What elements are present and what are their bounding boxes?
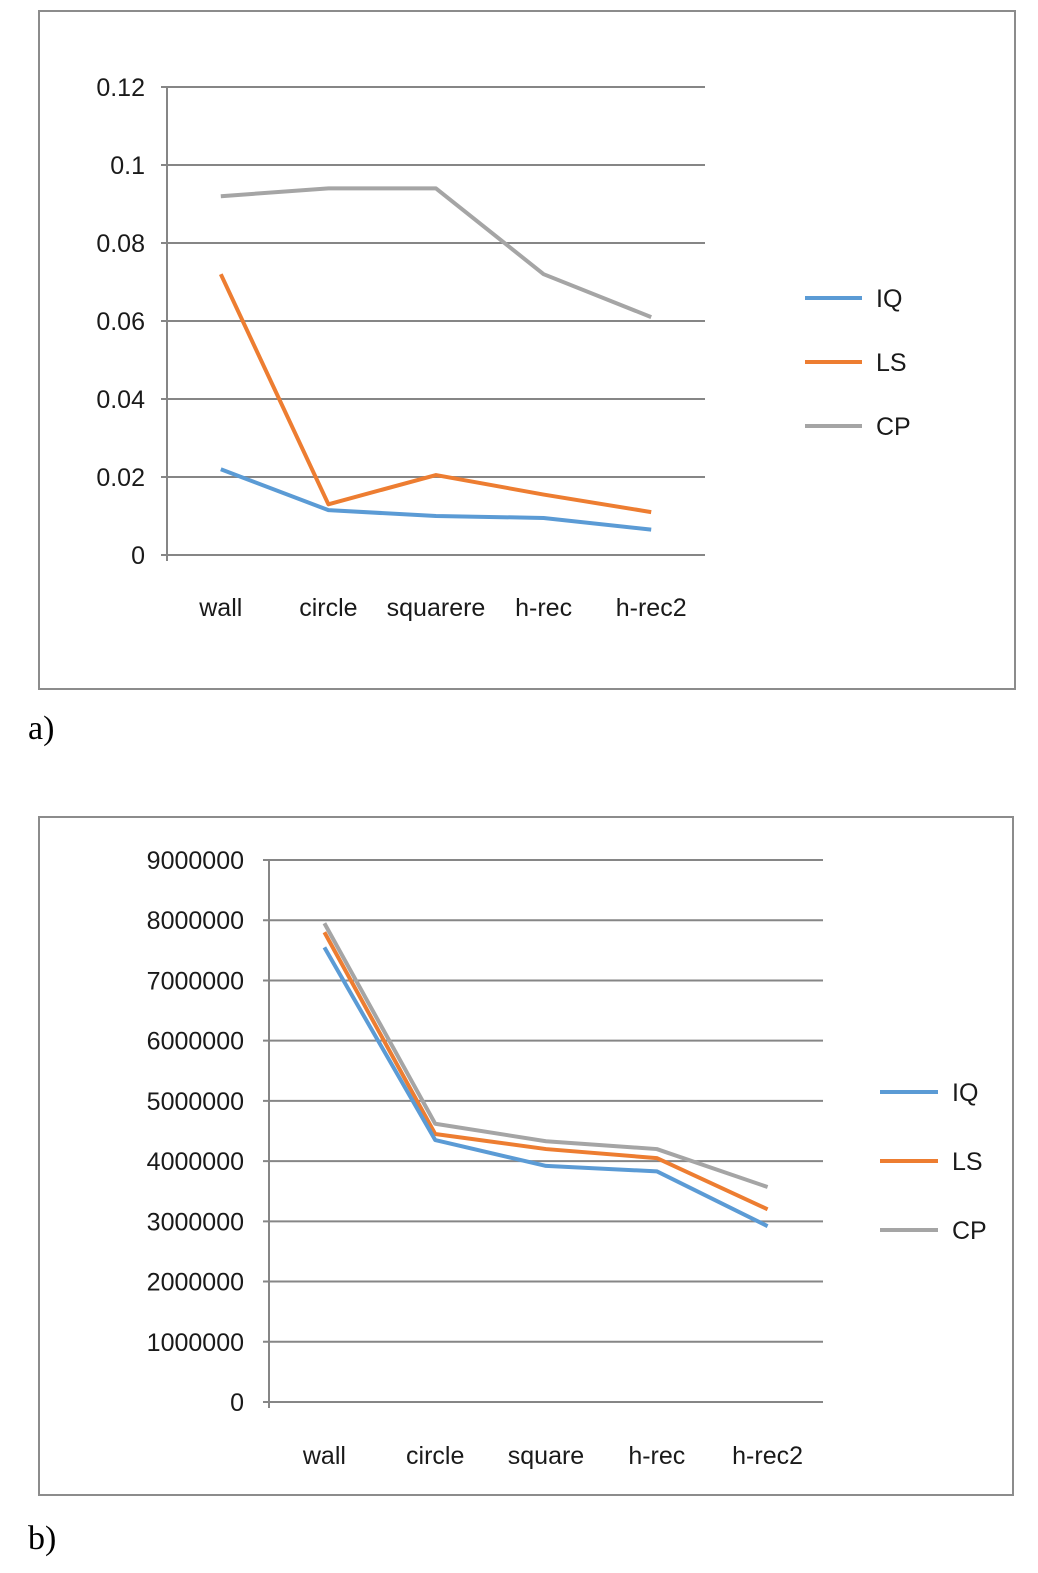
chart-a: 0 0.02 0.04 0.06 0.08 0.1 0.12 wall circle square… bbox=[96, 74, 911, 622]
y-tick-label-a-5: 0.1 bbox=[110, 152, 145, 180]
x-tick-label-b-2: square bbox=[508, 1442, 584, 1470]
y-tick-label-b-5: 5000000 bbox=[147, 1088, 244, 1116]
y-tick-label-b-1: 1000000 bbox=[147, 1329, 244, 1357]
y-tick-label-a-3: 0.06 bbox=[96, 308, 145, 336]
x-tick-label-a-1: circle bbox=[299, 594, 357, 622]
series-line-a-cp bbox=[220, 186, 652, 319]
chart-a-frame: 0 0.02 0.04 0.06 0.08 0.1 0.12 wall circle square… bbox=[38, 10, 1016, 690]
y-tick-label-a-2: 0.04 bbox=[96, 386, 145, 414]
legend-label-b-iq: IQ bbox=[952, 1079, 978, 1107]
panel-label-a: a) bbox=[28, 710, 55, 747]
y-tick-label-b-3: 3000000 bbox=[147, 1208, 244, 1236]
series-line-a-ls bbox=[218, 273, 652, 515]
y-tick-label-a-0: 0 bbox=[131, 542, 145, 570]
series-line-b-iq bbox=[322, 946, 769, 1228]
panel-label-b: b) bbox=[28, 1520, 57, 1557]
y-tick-label-a-1: 0.02 bbox=[96, 464, 145, 492]
y-tick-label-b-2: 2000000 bbox=[147, 1269, 244, 1297]
chart-b-frame: 0 1000000 2000000 3000000 4000000 5000000 6000… bbox=[38, 816, 1014, 1496]
legend-label-a-ls: LS bbox=[876, 349, 907, 377]
x-tick-label-b-4: h-rec2 bbox=[732, 1442, 803, 1470]
series-line-b-cp bbox=[322, 922, 769, 1189]
x-tick-label-b-3: h-rec bbox=[628, 1442, 685, 1470]
series-line-a-iq bbox=[220, 467, 652, 532]
x-tick-label-b-0: wall bbox=[302, 1442, 346, 1470]
series-line-b-ls bbox=[322, 931, 769, 1212]
legend-label-a-iq: IQ bbox=[876, 285, 902, 313]
x-tick-label-a-2: squarere bbox=[387, 594, 486, 622]
y-tick-label-a-4: 0.08 bbox=[96, 230, 145, 258]
legend-label-b-ls: LS bbox=[952, 1148, 983, 1176]
y-tick-label-a-6: 0.12 bbox=[96, 74, 145, 102]
legend-label-a-cp: CP bbox=[876, 413, 911, 441]
legend-label-b-cp: CP bbox=[952, 1217, 987, 1245]
x-tick-label-a-0: wall bbox=[198, 594, 242, 622]
x-tick-label-b-1: circle bbox=[406, 1442, 464, 1470]
y-tick-label-b-0: 0 bbox=[230, 1389, 244, 1417]
y-tick-label-b-4: 4000000 bbox=[147, 1148, 244, 1176]
chart-b: 0 1000000 2000000 3000000 4000000 5000000 6000… bbox=[147, 847, 987, 1470]
y-tick-label-b-7: 7000000 bbox=[147, 967, 244, 995]
y-tick-label-b-9: 9000000 bbox=[147, 847, 244, 875]
x-tick-label-a-3: h-rec bbox=[515, 594, 572, 622]
x-tick-label-a-4: h-rec2 bbox=[616, 594, 687, 622]
y-tick-label-b-8: 8000000 bbox=[147, 907, 244, 935]
y-tick-label-b-6: 6000000 bbox=[147, 1028, 244, 1056]
